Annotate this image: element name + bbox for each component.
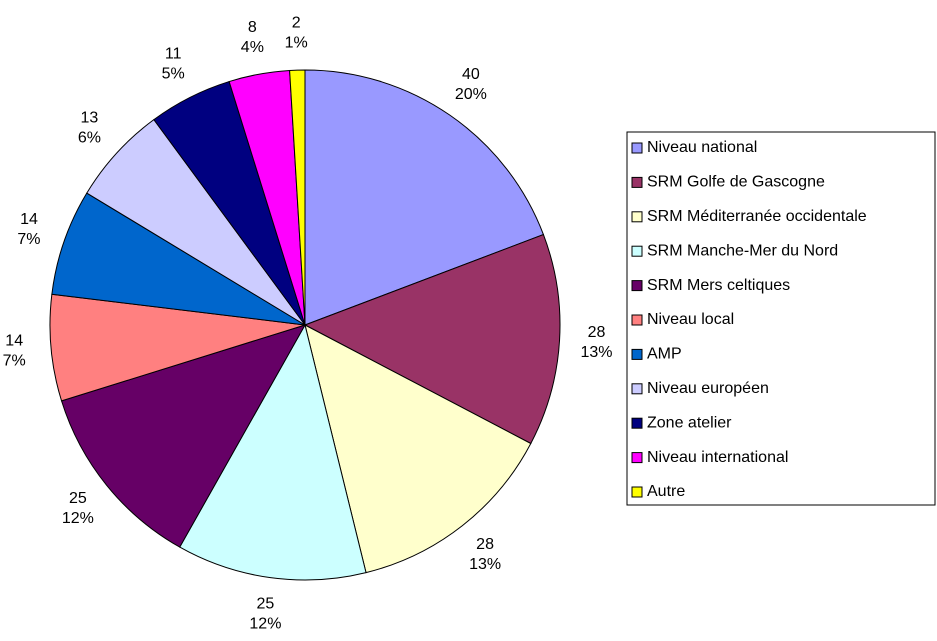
legend-label: SRM Mers celtiques (647, 277, 790, 294)
legend-label: Autre (647, 483, 685, 500)
legend-swatch (631, 486, 643, 498)
legend-label: Niveau national (647, 139, 757, 156)
slice-count-label: 2 (292, 14, 301, 31)
slice-percent-label: 12% (249, 616, 281, 633)
legend-swatch (631, 245, 643, 257)
slice-percent-label: 5% (162, 66, 185, 83)
legend-label: AMP (647, 346, 682, 363)
legend-swatch (631, 417, 643, 429)
legend-label: Zone atelier (647, 414, 732, 431)
pie-slice (60, 324, 307, 548)
slice-percent-label: 20% (455, 86, 487, 103)
slice-count-label: 25 (257, 596, 275, 613)
pie-slice (303, 233, 561, 445)
legend-label: Niveau européen (647, 380, 769, 397)
legend-label: Niveau local (647, 311, 734, 328)
legend-swatch (631, 176, 643, 188)
legend-label: SRM Golfe de Gascogne (647, 174, 825, 191)
pie-slice (289, 69, 306, 326)
legend-swatch (631, 211, 643, 223)
slice-count-label: 40 (462, 66, 480, 83)
slice-percent-label: 7% (3, 353, 26, 370)
slice-count-label: 28 (588, 324, 606, 341)
slice-percent-label: 7% (17, 231, 40, 248)
pie-slice (51, 192, 306, 326)
pie-slice (304, 69, 545, 326)
slice-count-label: 25 (69, 490, 87, 507)
pie-slice (304, 324, 532, 574)
slice-count-label: 13 (80, 109, 98, 126)
legend-label: SRM Manche-Mer du Nord (647, 242, 838, 259)
legend-swatch (631, 452, 643, 464)
legend-swatch (631, 383, 643, 395)
legend-swatch (631, 142, 643, 154)
legend-box (626, 131, 936, 506)
legend-swatch (631, 348, 643, 360)
legend-label: Niveau international (647, 449, 788, 466)
slice-percent-label: 4% (241, 39, 264, 56)
slice-count-label: 14 (20, 211, 38, 228)
slice-percent-label: 13% (580, 344, 612, 361)
slice-count-label: 28 (476, 536, 494, 553)
pie-slice (49, 293, 306, 402)
slice-percent-label: 6% (78, 129, 101, 146)
legend-swatch (631, 314, 643, 326)
slice-count-label: 14 (5, 333, 23, 350)
legend-swatch (631, 280, 643, 292)
slice-percent-label: 12% (62, 510, 94, 527)
pie-slice (179, 323, 367, 581)
slice-percent-label: 13% (469, 556, 501, 573)
slice-count-label: 11 (165, 46, 182, 63)
legend-label: SRM Méditerranée occidentale (647, 208, 867, 225)
slice-count-label: 8 (248, 19, 257, 36)
slice-percent-label: 1% (285, 34, 308, 51)
